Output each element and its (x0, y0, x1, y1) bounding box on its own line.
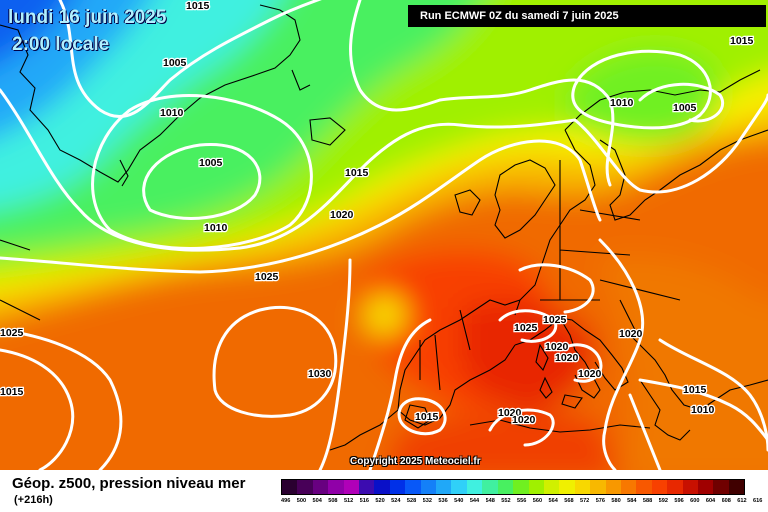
legend-swatch (328, 480, 344, 494)
legend-tick-label: 568 (564, 498, 574, 504)
legend-swatch (359, 480, 375, 494)
legend-tick-label: 516 (359, 498, 370, 504)
legend-tick-label: 560 (532, 498, 543, 504)
legend-tick-label: 600 (690, 498, 700, 504)
isobar-label: 1020 (330, 209, 354, 221)
footer-bar: Géop. z500, pression niveau mer (+216h) … (0, 470, 768, 512)
forecast-lead: (+216h) (14, 494, 53, 506)
isobar-label: 1020 (512, 414, 536, 426)
legend-tick-label: 524 (391, 498, 401, 504)
legend-swatch (297, 480, 313, 494)
isobar-label: 1005 (199, 157, 223, 169)
legend-tick-label: 540 (454, 498, 464, 504)
isobar-label: 1010 (160, 107, 184, 119)
legend-swatch (605, 480, 621, 494)
legend-tick-label: 588 (642, 498, 653, 504)
isobar-label: 1020 (619, 328, 643, 340)
legend-swatch (482, 480, 498, 494)
legend-swatch (559, 480, 575, 494)
isobar-label: 1015 (683, 384, 707, 396)
legend-tick-label: 536 (438, 498, 448, 504)
legend-tick-label: 576 (595, 498, 606, 504)
legend-tick-label: 520 (375, 498, 385, 504)
map-title: Géop. z500, pression niveau mer (12, 475, 246, 492)
legend-tick-label: 596 (674, 498, 684, 504)
model-run-banner: Run ECMWF 0Z du samedi 7 juin 2025 (408, 5, 766, 27)
legend-ticks: 496 500 504 508 512 516 520 524 528 532 536 540 544 5… (281, 498, 768, 508)
isobar-label: 1015 (345, 167, 369, 179)
forecast-date: lundi 16 juin 2025 (8, 7, 167, 28)
legend-swatch (713, 480, 729, 494)
legend-tick-label: 512 (343, 498, 354, 504)
legend-swatch (728, 480, 745, 494)
legend-tick-label: 548 (485, 498, 495, 504)
isobar-label: 1025 (255, 271, 279, 283)
legend-swatch (436, 480, 452, 494)
isobar-labels: 1015 1005 1010 1005 1010 1015 1020 1025 … (0, 0, 755, 427)
weather-map: 1015 1005 1010 1005 1010 1015 1020 1025 … (0, 0, 768, 470)
legend-tick-label: 564 (548, 498, 558, 504)
isobars (0, 0, 768, 470)
copyright-text: Copyright 2025 Meteociel.fr (350, 456, 481, 467)
legend-tick-label: 584 (627, 498, 637, 504)
legend-swatch (697, 480, 714, 494)
legend-swatch (590, 480, 606, 494)
legend-swatch (620, 480, 637, 494)
legend-swatch (543, 480, 560, 494)
legend-swatch (374, 480, 390, 494)
isobar-label: 1015 (0, 386, 24, 398)
legend-swatch (466, 480, 483, 494)
legend-swatch (636, 480, 652, 494)
legend-tick-label: 504 (312, 498, 322, 504)
legend-swatch (667, 480, 683, 494)
legend-swatch (405, 480, 421, 494)
isobar-label: 1015 (730, 35, 754, 47)
isobar-label: 1020 (578, 368, 602, 380)
legend-swatch (312, 480, 329, 494)
legend-tick-label: 616 (753, 498, 763, 504)
legend-swatch (497, 480, 514, 494)
legend-swatch (282, 480, 298, 494)
legend-swatch (651, 480, 668, 494)
color-legend (281, 479, 745, 495)
legend-tick-label: 612 (737, 498, 747, 504)
legend-tick-label: 544 (469, 498, 480, 504)
isobar-label: 1020 (498, 407, 522, 419)
legend-tick-label: 552 (501, 498, 511, 504)
legend-swatch (513, 480, 529, 494)
isobar-label: 1025 (514, 322, 538, 334)
local-time: 2:00 locale (12, 34, 110, 55)
isobar-label: 1010 (204, 222, 228, 234)
legend-tick-label: 608 (721, 498, 731, 504)
legend-tick-label: 532 (422, 498, 432, 504)
coastlines (0, 4, 768, 451)
isobar-label: 1015 (415, 411, 439, 423)
legend-swatch (420, 480, 437, 494)
isobar-label: 1020 (555, 352, 579, 364)
legend-swatch (682, 480, 698, 494)
legend-tick-label: 500 (296, 498, 307, 504)
isobar-label: 1025 (0, 327, 24, 339)
legend-tick-label: 508 (328, 498, 338, 504)
legend-swatch (451, 480, 467, 494)
isobar-label: 1005 (673, 102, 697, 114)
legend-tick-label: 604 (705, 498, 716, 504)
isobar-label: 1005 (163, 57, 187, 69)
legend-swatch (389, 480, 406, 494)
legend-tick-label: 528 (406, 498, 417, 504)
legend-tick-label: 592 (658, 498, 668, 504)
legend-swatch (574, 480, 591, 494)
legend-tick-label: 572 (579, 498, 590, 504)
isobar-label: 1020 (545, 341, 569, 353)
legend-swatch (343, 480, 360, 494)
legend-tick-label: 496 (281, 498, 291, 504)
legend-tick-label: 580 (611, 498, 621, 504)
legend-swatch (528, 480, 544, 494)
legend-tick-label: 556 (517, 498, 527, 504)
isobar-label: 1025 (543, 314, 567, 326)
isobar-label: 1015 (186, 0, 210, 12)
isobar-label: 1010 (610, 97, 634, 109)
isobar-label: 1010 (691, 404, 715, 416)
isobar-label: 1030 (308, 368, 332, 380)
